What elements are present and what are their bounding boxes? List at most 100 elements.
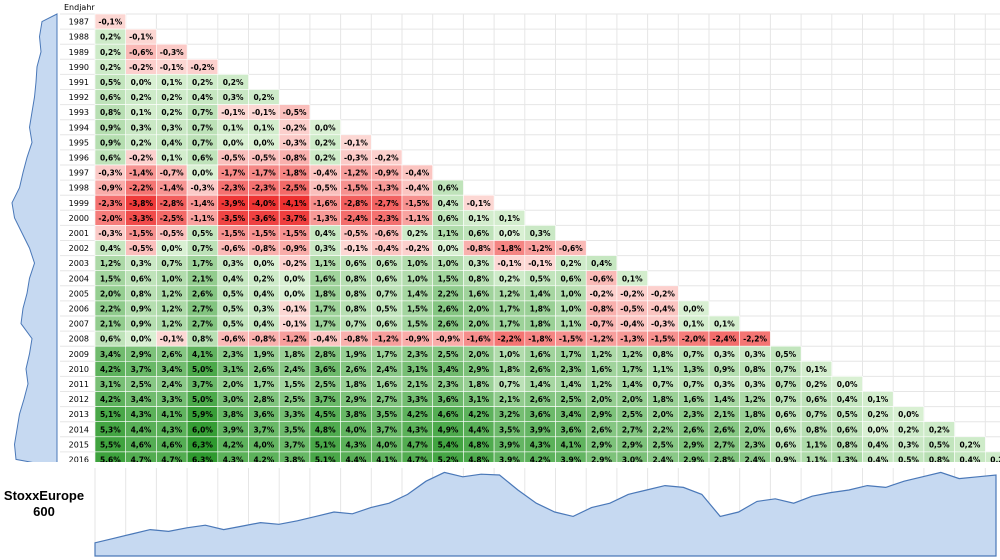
- cell-value-label: 1,0%: [161, 274, 182, 283]
- cell-value-label: -0,1%: [283, 304, 307, 313]
- cell-value-label: 3,1%: [100, 380, 121, 389]
- cell-value-label: 3,6%: [530, 410, 551, 419]
- cell-value-label: 0,5%: [223, 304, 244, 313]
- cell-value-label: 2,6%: [530, 365, 551, 374]
- cell-value-label: 0,7%: [775, 365, 796, 374]
- cell-value-label: 0,8%: [745, 365, 766, 374]
- cell-value-label: 0,0%: [315, 123, 336, 132]
- cell-value-label: 0,0%: [438, 244, 459, 253]
- cell-value-label: -0,1%: [160, 335, 184, 344]
- cell-value-label: 1,9%: [253, 350, 274, 359]
- cell-value-label: -3,8%: [129, 199, 153, 208]
- cell-value-label: -0,3%: [160, 48, 184, 57]
- cell-value-label: 4,2%: [100, 365, 121, 374]
- row-label: 1997: [69, 169, 89, 178]
- cell-value-label: 2,9%: [683, 440, 704, 449]
- cell-value-label: 0,0%: [192, 169, 213, 178]
- cell-value-label: 0,4%: [438, 199, 459, 208]
- cell-value-label: 0,3%: [253, 304, 274, 313]
- row-label: 1998: [69, 184, 89, 193]
- cell-value-label: -1,5%: [344, 184, 368, 193]
- cell-value-label: 1,7%: [499, 304, 520, 313]
- cell-value-label: -0,6%: [559, 244, 583, 253]
- cell-value-label: 1,2%: [622, 350, 643, 359]
- cell-value-label: 4,1%: [192, 350, 213, 359]
- cell-value-label: 0,4%: [100, 244, 121, 253]
- cell-value-label: -1,3%: [620, 335, 644, 344]
- cell-value-label: 0,7%: [192, 123, 213, 132]
- cell-value-label: 0,1%: [622, 274, 643, 283]
- cell-value-label: 0,8%: [100, 108, 121, 117]
- cell-value-label: 2,6%: [714, 425, 735, 434]
- cell-value-label: 0,9%: [100, 138, 121, 147]
- cell-value-label: 1,4%: [530, 380, 551, 389]
- cell-value-label: 0,4%: [315, 229, 336, 238]
- cell-value-label: 0,7%: [806, 410, 827, 419]
- cell-value-label: 0,6%: [100, 93, 121, 102]
- cell-value-label: -2,2%: [129, 184, 153, 193]
- cell-value-label: 2,4%: [653, 455, 674, 462]
- cell-value-label: -2,2%: [743, 335, 767, 344]
- cell-value-label: 0,9%: [775, 455, 796, 462]
- cell-value-label: 4,0%: [346, 425, 367, 434]
- cell-value-label: 0,7%: [775, 380, 796, 389]
- cell-value-label: 4,2%: [407, 410, 428, 419]
- cell-value-label: 1,6%: [530, 350, 551, 359]
- cell-value-label: 5,3%: [100, 425, 121, 434]
- cell-value-label: 0,0%: [161, 244, 182, 253]
- cell-value-label: 1,1%: [315, 259, 336, 268]
- cell-value-label: 3,5%: [284, 425, 305, 434]
- cell-value-label: -0,9%: [283, 244, 307, 253]
- cell-value-label: 2,2%: [100, 304, 121, 313]
- cell-value-label: 0,9%: [714, 365, 735, 374]
- cell-value-label: 1,1%: [560, 320, 581, 329]
- cell-value-label: 1,6%: [315, 274, 336, 283]
- cell-value-label: 3,6%: [253, 410, 274, 419]
- cell-value-label: -0,7%: [590, 320, 614, 329]
- row-label: 2012: [69, 395, 89, 404]
- cell-value-label: 4,3%: [530, 440, 551, 449]
- cell-value-label: 0,5%: [223, 320, 244, 329]
- cell-value-label: 2,9%: [131, 350, 152, 359]
- cell-value-label: 2,6%: [530, 395, 551, 404]
- cell-value-label: 0,3%: [468, 259, 489, 268]
- cell-value-label: 2,9%: [683, 455, 704, 462]
- cell-value-label: -0,4%: [651, 304, 675, 313]
- cell-value-label: 0,1%: [499, 214, 520, 223]
- cell-value-label: -0,4%: [313, 169, 337, 178]
- cell-value-label: 4,2%: [223, 440, 244, 449]
- cell-value-label: 2,7%: [622, 425, 643, 434]
- cell-value-label: -0,9%: [405, 335, 429, 344]
- cell-value-label: 3,5%: [499, 425, 520, 434]
- cell-value-label: -2,3%: [98, 199, 122, 208]
- cell-value-label: 1,2%: [745, 395, 766, 404]
- cell-value-label: -1,8%: [528, 335, 552, 344]
- cell-value-label: 2,6%: [161, 350, 182, 359]
- cell-value-label: -0,1%: [528, 259, 552, 268]
- cell-value-label: -0,4%: [620, 320, 644, 329]
- cell-value-label: -2,5%: [160, 214, 184, 223]
- cell-value-label: 5,1%: [100, 410, 121, 419]
- cell-value-label: -0,5%: [344, 229, 368, 238]
- cell-value-label: -0,2%: [283, 259, 307, 268]
- cell-value-label: 1,6%: [468, 289, 489, 298]
- cell-value-label: 0,5%: [775, 350, 796, 359]
- cell-value-label: -0,4%: [405, 184, 429, 193]
- cell-value-label: 4,1%: [376, 455, 397, 462]
- cell-value-label: 3,8%: [284, 455, 305, 462]
- cell-value-label: 0,2%: [131, 138, 152, 147]
- cell-value-label: 0,7%: [346, 320, 367, 329]
- cell-value-label: 0,6%: [806, 395, 827, 404]
- cell-value-label: 5,0%: [192, 395, 213, 404]
- cell-value-label: -0,3%: [190, 184, 214, 193]
- cell-value-label: 0,7%: [192, 138, 213, 147]
- cell-value-label: 1,7%: [253, 380, 274, 389]
- cell-value-label: 0,4%: [591, 259, 612, 268]
- cell-value-label: 0,6%: [775, 425, 796, 434]
- cell-value-label: 4,6%: [131, 440, 152, 449]
- cell-value-label: 0,6%: [376, 259, 397, 268]
- cell-value-label: 0,0%: [867, 425, 888, 434]
- cell-value-label: 2,8%: [253, 395, 274, 404]
- cell-value-label: 2,6%: [192, 289, 213, 298]
